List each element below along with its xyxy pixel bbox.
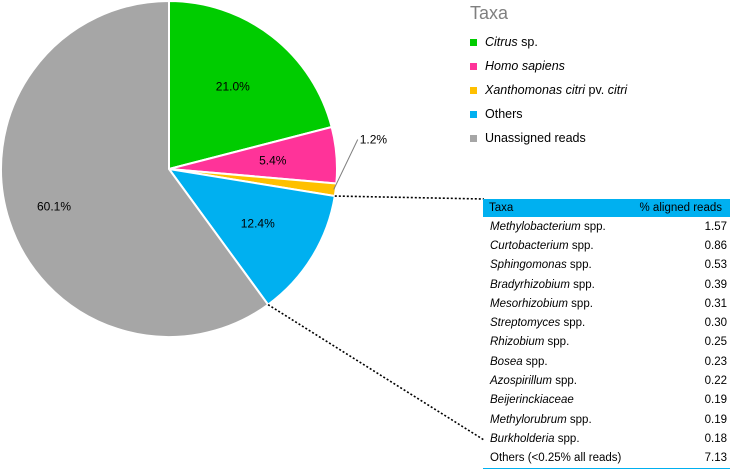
- table-cell-taxon-2: Sphingomonas spp.: [490, 259, 592, 272]
- table-row-6: Rhizobium spp. 0.25: [483, 333, 730, 352]
- table-header-percent: % aligned reads: [639, 202, 722, 214]
- table-row-10: Methylorubrum spp. 0.19: [483, 410, 730, 429]
- table-cell-taxon-8: Azospirillum spp.: [490, 375, 577, 388]
- table-cell-value-7: 0.23: [704, 355, 727, 368]
- table-cell-value-1: 0.86: [704, 239, 727, 252]
- slice-label-0: 21.0%: [216, 80, 250, 94]
- legend-title: Taxa: [470, 3, 509, 23]
- table-cell-value-6: 0.25: [704, 336, 727, 349]
- table-row-0: Methylobacterium spp. 1.57: [483, 217, 730, 236]
- connector-line-0: [334, 195, 485, 200]
- table-header: Taxa % aligned reads: [483, 199, 730, 217]
- slice-label-4: 60.1%: [37, 200, 71, 214]
- table-cell-value-2: 0.53: [704, 259, 727, 272]
- table-row-1: Curtobacterium spp. 0.86: [483, 236, 730, 255]
- table-row-4: Mesorhizobium spp. 0.31: [483, 294, 730, 313]
- pie-slice-4: [0, 0, 270, 338]
- table-cell-value-3: 0.39: [704, 278, 727, 291]
- legend-label-4: Unassigned reads: [485, 131, 586, 145]
- slice-label-3: 12.4%: [241, 217, 275, 231]
- pie-slice-0: [168, 0, 333, 171]
- table-cell-value-9: 0.19: [704, 394, 727, 407]
- leader-line-2: [333, 139, 359, 190]
- table-cell-value-0: 1.57: [704, 220, 727, 233]
- legend-item-0: Citrus sp.: [470, 30, 627, 54]
- table-header-taxa: Taxa: [489, 202, 514, 214]
- legend-swatch-1: [470, 62, 477, 70]
- table-row-8: Azospirillum spp. 0.22: [483, 371, 730, 390]
- table-row-9: Beijerinckiaceae 0.19: [483, 391, 730, 410]
- legend-item-3: Others: [470, 102, 627, 126]
- table-cell-value-12: 7.13: [704, 452, 727, 465]
- table-cell-value-8: 0.22: [704, 375, 727, 388]
- table-row-12: Others (<0.25% all reads) 7.13: [483, 449, 730, 469]
- legend-item-2: Xanthomonas citri pv. citri: [470, 78, 627, 102]
- table-cell-taxon-5: Streptomyces spp.: [490, 317, 586, 330]
- table-cell-taxon-10: Methylorubrum spp.: [490, 413, 592, 426]
- legend-label-3: Others: [485, 107, 523, 121]
- table-cell-value-10: 0.19: [704, 413, 727, 426]
- legend-label-1: Homo sapiens: [485, 59, 565, 73]
- table-cell-value-11: 0.18: [704, 432, 727, 445]
- breakdown-table: Taxa % aligned reads Methylobacterium sp…: [483, 199, 730, 469]
- table-cell-taxon-12: Others (<0.25% all reads): [490, 452, 622, 465]
- connector-line-1: [267, 303, 485, 441]
- table-row-5: Streptomyces spp. 0.30: [483, 313, 730, 332]
- table-cell-taxon-7: Bosea spp.: [490, 355, 548, 368]
- table-row-3: Bradyrhizobium spp. 0.39: [483, 275, 730, 294]
- legend-item-1: Homo sapiens: [470, 54, 627, 78]
- slice-label-2: 1.2%: [360, 133, 388, 147]
- slice-label-1: 5.4%: [259, 153, 287, 167]
- legend-swatch-3: [470, 110, 477, 118]
- table-cell-taxon-1: Curtobacterium spp.: [490, 239, 594, 252]
- table-cell-taxon-3: Bradyrhizobium spp.: [490, 278, 595, 291]
- table-cell-taxon-6: Rhizobium spp.: [490, 336, 570, 349]
- legend: Taxa Citrus sp. Homo sapiens Xanthomonas c…: [470, 3, 627, 150]
- table-cell-value-5: 0.30: [704, 317, 727, 330]
- table-row-11: Burkholderia spp. 0.18: [483, 429, 730, 448]
- pie-slice-3: [166, 167, 336, 307]
- legend-item-4: Unassigned reads: [470, 126, 627, 150]
- table-cell-value-4: 0.31: [704, 297, 727, 310]
- legend-label-0: Citrus sp.: [485, 35, 538, 49]
- legend-swatch-2: [470, 86, 477, 94]
- legend-label-2: Xanthomonas citri pv. citri: [485, 83, 628, 97]
- legend-swatch-0: [470, 38, 477, 46]
- pie-chart: 21.0% 5.4% 1.2% 12.4% 60.1%: [0, 0, 485, 441]
- table-row-7: Bosea spp. 0.23: [483, 352, 730, 371]
- table-cell-taxon-4: Mesorhizobium spp.: [490, 297, 593, 310]
- table-row-2: Sphingomonas spp. 0.53: [483, 256, 730, 275]
- table-cell-taxon-9: Beijerinckiaceae: [490, 394, 574, 407]
- legend-swatch-4: [470, 134, 477, 142]
- table-cell-taxon-0: Methylobacterium spp.: [490, 220, 606, 233]
- table-cell-taxon-11: Burkholderia spp.: [490, 432, 580, 445]
